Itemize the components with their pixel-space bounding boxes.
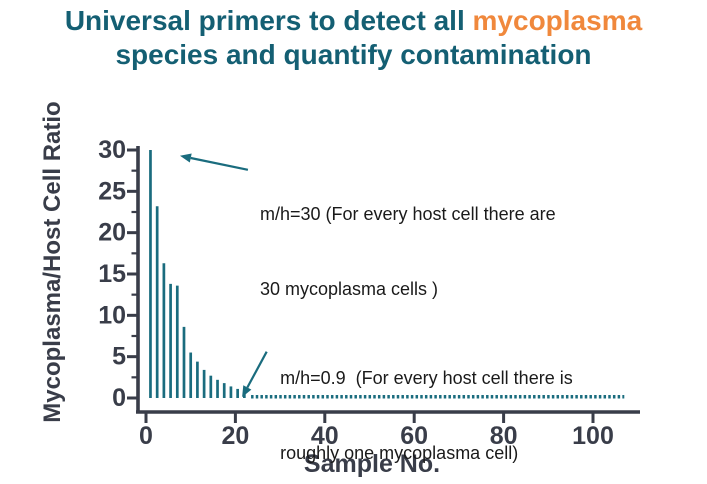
x-tick-label: 40: [311, 422, 339, 450]
y-axis-title: Mycoplasma/Host Cell Ratio: [39, 101, 66, 422]
annotation-line: roughly one mycoplasma cell): [280, 443, 519, 464]
x-axis-title: Sample No.: [304, 450, 440, 478]
annotation-line: m/h=0.9 (For every host cell there is: [280, 368, 573, 389]
x-tick-label: 0: [139, 422, 153, 450]
y-tick-label: 15: [98, 260, 126, 288]
annotation-arrow-head: [242, 385, 252, 398]
y-tick-label: 10: [98, 301, 126, 329]
x-tick-label: 60: [400, 422, 428, 450]
annotation-arrow-line: [190, 156, 249, 171]
annotation-high-ratio: m/h=30 (For every host cell there are 30…: [260, 152, 556, 352]
page-title: Universal primers to detect all mycoplas…: [0, 4, 707, 72]
title-line: Universal primers to detect all mycoplas…: [0, 4, 707, 38]
title-segment: species and quantify contamination: [115, 39, 592, 70]
title-segment: mycoplasma: [472, 5, 643, 36]
y-tick-label: 20: [98, 219, 126, 247]
annotation-arrow-line: [246, 351, 268, 389]
annotation-line: m/h=30 (For every host cell there are: [259, 203, 556, 224]
x-tick-label: 20: [221, 422, 249, 450]
title-segment: Universal primers to detect all: [64, 5, 473, 36]
annotation-line: 30 mycoplasma cells ): [259, 278, 439, 299]
annotation-arrow-head: [179, 153, 192, 163]
y-tick-label: 0: [112, 384, 126, 412]
y-tick-label: 30: [98, 136, 126, 164]
y-tick-label: 5: [112, 343, 126, 371]
title-line: species and quantify contamination: [0, 38, 707, 72]
y-tick-label: 25: [98, 177, 126, 205]
x-tick-label: 80: [490, 422, 518, 450]
annotation-low-ratio: m/h=0.9 (For every host cell there is ro…: [280, 316, 573, 484]
x-tick-label: 100: [572, 422, 614, 450]
